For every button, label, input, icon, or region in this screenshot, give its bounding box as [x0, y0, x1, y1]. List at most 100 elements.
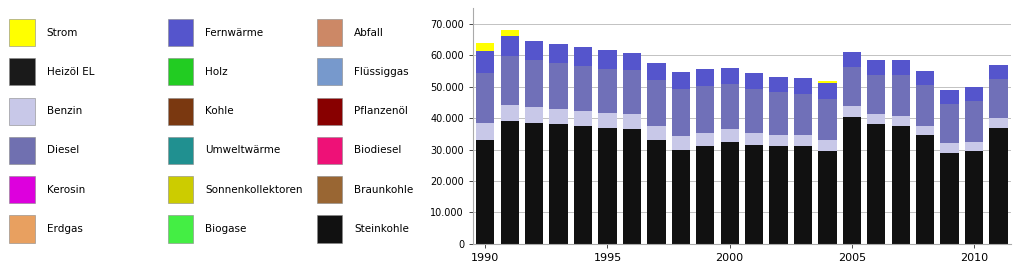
- Bar: [550, 109, 567, 124]
- Bar: [794, 94, 812, 135]
- Bar: [892, 60, 910, 75]
- FancyBboxPatch shape: [9, 176, 35, 203]
- Bar: [744, 133, 763, 145]
- Bar: [623, 53, 641, 70]
- Text: Erdgas: Erdgas: [47, 224, 83, 234]
- Bar: [598, 69, 616, 113]
- Bar: [721, 83, 739, 129]
- Bar: [769, 135, 787, 146]
- Bar: [672, 72, 690, 89]
- Bar: [867, 114, 886, 124]
- Bar: [573, 47, 592, 66]
- Bar: [501, 30, 519, 36]
- Text: Biodiesel: Biodiesel: [354, 146, 401, 155]
- FancyBboxPatch shape: [168, 98, 194, 125]
- Bar: [843, 106, 861, 117]
- Bar: [696, 69, 715, 86]
- FancyBboxPatch shape: [316, 98, 342, 125]
- Bar: [647, 80, 666, 126]
- Bar: [672, 89, 690, 136]
- Bar: [867, 75, 886, 114]
- Bar: [940, 153, 958, 244]
- Text: Umweltwärme: Umweltwärme: [205, 146, 281, 155]
- Bar: [623, 114, 641, 129]
- Bar: [965, 142, 983, 151]
- Text: Kohle: Kohle: [205, 106, 233, 116]
- FancyBboxPatch shape: [9, 58, 35, 85]
- Bar: [672, 136, 690, 150]
- Bar: [843, 67, 861, 106]
- Bar: [721, 129, 739, 142]
- Bar: [696, 86, 715, 133]
- Text: Abfall: Abfall: [354, 28, 384, 37]
- FancyBboxPatch shape: [168, 176, 194, 203]
- Text: Sonnenkollektoren: Sonnenkollektoren: [205, 185, 302, 195]
- Text: Benzin: Benzin: [47, 106, 82, 116]
- Bar: [940, 90, 958, 104]
- Text: Steinkohle: Steinkohle: [354, 224, 409, 234]
- Bar: [867, 124, 886, 244]
- Bar: [525, 107, 544, 123]
- Bar: [892, 75, 910, 116]
- Bar: [623, 129, 641, 244]
- Bar: [525, 60, 544, 107]
- Bar: [916, 85, 934, 126]
- Bar: [769, 77, 787, 92]
- Text: Fernwärme: Fernwärme: [205, 28, 263, 37]
- Bar: [672, 150, 690, 244]
- FancyBboxPatch shape: [9, 19, 35, 46]
- Bar: [965, 101, 983, 142]
- FancyBboxPatch shape: [316, 215, 342, 243]
- Bar: [843, 117, 861, 244]
- Text: Holz: Holz: [205, 67, 227, 77]
- Bar: [744, 73, 763, 89]
- Bar: [794, 135, 812, 146]
- Bar: [769, 92, 787, 135]
- Bar: [550, 124, 567, 244]
- FancyBboxPatch shape: [168, 58, 194, 85]
- Bar: [647, 63, 666, 80]
- Bar: [501, 121, 519, 244]
- FancyBboxPatch shape: [316, 19, 342, 46]
- Bar: [940, 143, 958, 153]
- Bar: [721, 68, 739, 83]
- Bar: [818, 140, 837, 151]
- Bar: [573, 66, 592, 111]
- Bar: [892, 116, 910, 126]
- FancyBboxPatch shape: [316, 137, 342, 164]
- FancyBboxPatch shape: [316, 176, 342, 203]
- Bar: [525, 123, 544, 244]
- Bar: [818, 99, 837, 140]
- Bar: [501, 56, 519, 105]
- Bar: [965, 151, 983, 244]
- Text: Diesel: Diesel: [47, 146, 79, 155]
- Bar: [598, 50, 616, 69]
- Bar: [623, 70, 641, 114]
- Bar: [550, 63, 567, 109]
- Text: Braunkohle: Braunkohle: [354, 185, 414, 195]
- Bar: [916, 136, 934, 244]
- FancyBboxPatch shape: [9, 215, 35, 243]
- Bar: [794, 78, 812, 94]
- FancyBboxPatch shape: [316, 58, 342, 85]
- Bar: [476, 43, 495, 51]
- FancyBboxPatch shape: [168, 19, 194, 46]
- Bar: [476, 140, 495, 244]
- FancyBboxPatch shape: [168, 215, 194, 243]
- Bar: [989, 65, 1008, 79]
- Bar: [892, 126, 910, 244]
- Bar: [476, 51, 495, 73]
- Bar: [501, 105, 519, 121]
- Text: Biogase: Biogase: [205, 224, 247, 234]
- FancyBboxPatch shape: [9, 98, 35, 125]
- Bar: [916, 126, 934, 136]
- Bar: [744, 89, 763, 133]
- Bar: [525, 41, 544, 60]
- Bar: [843, 51, 861, 67]
- Bar: [696, 146, 715, 244]
- Bar: [476, 123, 495, 140]
- Bar: [989, 118, 1008, 128]
- Bar: [501, 36, 519, 56]
- Bar: [794, 146, 812, 244]
- Bar: [867, 60, 886, 75]
